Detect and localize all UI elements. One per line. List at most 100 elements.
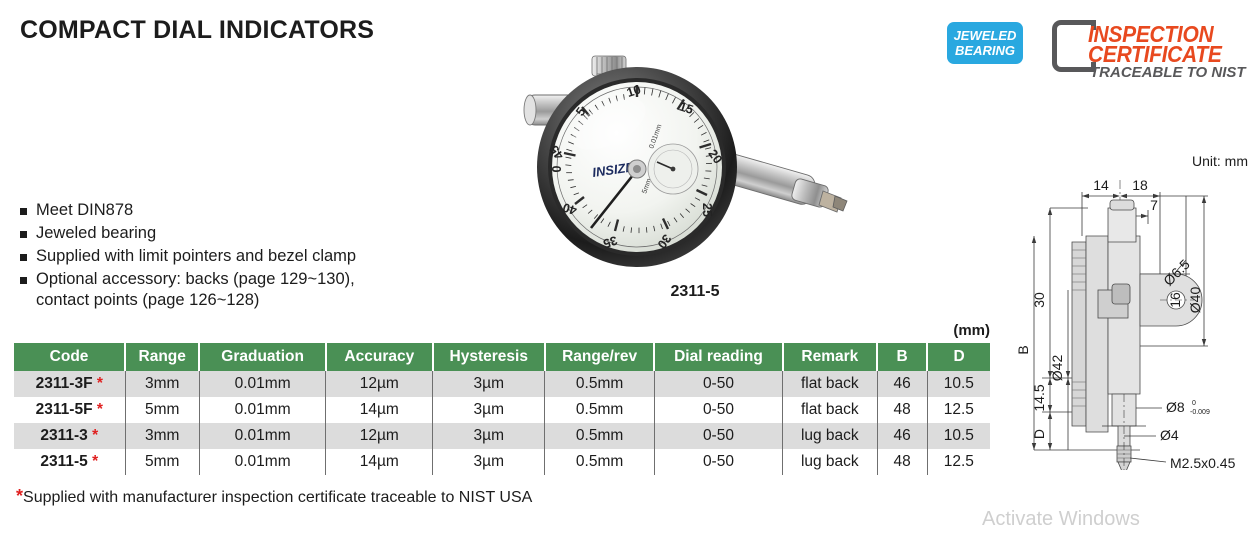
list-item: Supplied with limit pointers and bezel c… [20,246,376,267]
list-item: Jeweled bearing [20,223,376,244]
table-header-row: Code Range Graduation Accuracy Hysteresi… [14,343,990,371]
dimension-drawing: 14 18 7 30 Ø42 B 14.5 D Ø6.5 16 Ø40 Ø8 Ø… [1015,177,1236,480]
table-row: 2311-5 * 5mm 0.01mm 14µm 3µm 0.5mm 0-50 … [14,449,990,475]
svg-text:35: 35 [601,233,619,251]
column-header-dial-reading: Dial reading [654,343,784,371]
dim-14: 14 [1093,177,1109,193]
column-header-code: Code [14,343,127,371]
bullet-square-icon [20,208,27,215]
column-header-range-rev: Range/rev [544,343,656,371]
dim-dia42: Ø42 [1049,355,1065,382]
jeweled-badge-line2: BEARING [955,43,1015,58]
cell-d: 10.5 [927,371,990,397]
drawing-unit-label: Unit: mm [1192,153,1248,169]
table-row: 2311-3 * 3mm 0.01mm 12µm 3µm 0.5mm 0-50 … [14,423,990,449]
certificate-line2: CERTIFICATE [1088,42,1222,68]
technical-drawing: Unit: mm [990,150,1256,480]
feature-text: Optional accessory: backs (page 129~130)… [36,270,355,309]
cell-d: 12.5 [927,449,990,475]
certificate-line3: TRACEABLE TO NIST [1090,64,1246,81]
svg-text:15: 15 [677,99,695,117]
cell-remark: lug back [782,449,878,475]
revolution-counter [647,143,699,195]
dim-18: 18 [1132,177,1148,193]
table-row: 2311-3F * 3mm 0.01mm 12µm 3µm 0.5mm 0-50… [14,371,990,397]
cell-range: 5mm [125,397,200,423]
table-row: 2311-5F * 5mm 0.01mm 14µm 3µm 0.5mm 0-50… [14,397,990,423]
cell-graduation: 0.01mm [199,371,327,397]
cell-d: 10.5 [927,423,990,449]
brand-logo: INSIZE [591,159,635,180]
cell-b: 48 [877,397,928,423]
page-title: COMPACT DIAL INDICATORS [20,16,375,44]
cell-accuracy: 12µm [325,371,434,397]
bullet-square-icon [20,277,27,284]
list-item: Meet DIN878 [20,200,376,221]
dim-b: B [1015,345,1031,354]
activate-windows-watermark: Activate Windows [982,508,1140,530]
cell-graduation: 0.01mm [199,397,327,423]
dim-14-5: 14.5 [1031,384,1047,411]
dim-30: 30 [1031,292,1047,308]
cell-range-rev: 0.5mm [544,423,655,449]
cell-range-rev: 0.5mm [544,397,655,423]
column-header-accuracy: Accuracy [325,343,434,371]
jeweled-badge-line1: JEWELED [953,28,1017,43]
cell-code: 2311-5 * [14,449,126,475]
column-header-remark: Remark [782,343,879,371]
cell-b: 48 [877,449,928,475]
dim-d: D [1031,429,1047,439]
asterisk-marker: * [96,375,103,392]
asterisk-marker: * [96,401,103,418]
bullet-square-icon [20,254,27,261]
certificate-bracket-icon [1052,20,1096,72]
dim-dia8-tol-lower: -0.009 [1190,409,1210,416]
cell-dial-reading: 0-50 [654,371,784,397]
jeweled-bearing-badge: JEWELED BEARING [947,22,1023,64]
main-pointer [589,159,647,229]
list-item: Optional accessory: backs (page 129~130)… [20,269,376,311]
cell-hysteresis: 3µm [432,371,546,397]
cell-code: 2311-5F * [14,397,126,423]
bullet-square-icon [20,231,27,238]
column-header-range: Range [125,343,201,371]
column-header-b: B [877,343,929,371]
column-header-d: D [927,343,990,371]
cell-range: 3mm [125,371,200,397]
cell-range-rev: 0.5mm [544,449,655,475]
cell-range: 3mm [125,423,200,449]
product-photo-caption: 2311-5 [670,283,720,300]
specifications-table: Code Range Graduation Accuracy Hysteresi… [14,343,990,475]
cell-hysteresis: 3µm [432,423,546,449]
cell-remark: flat back [782,371,878,397]
cell-accuracy: 12µm [325,423,434,449]
feature-text: Meet DIN878 [36,201,134,219]
cell-code: 2311-3 * [14,423,126,449]
cell-code: 2311-3F * [14,371,126,397]
footnote-asterisk: * [16,486,24,506]
cell-graduation: 0.01mm [199,423,327,449]
cell-b: 46 [877,423,928,449]
cell-dial-reading: 0-50 [654,449,784,475]
dim-dia40: Ø40 [1187,287,1203,314]
svg-text:30: 30 [654,232,674,252]
asterisk-marker: * [92,453,99,470]
feature-text: Supplied with limit pointers and bezel c… [36,247,357,265]
cell-hysteresis: 3µm [432,397,546,423]
cell-remark: lug back [782,423,878,449]
dim-16: 16 [1167,292,1183,308]
dim-thread: M2.5x0.45 [1170,455,1236,470]
cell-accuracy: 14µm [325,397,434,423]
svg-text:25: 25 [700,203,714,217]
product-photo: 0 5 10 15 20 25 30 35 40 45 INSIZE 0.01m… [505,52,885,282]
feature-text: Jeweled bearing [36,224,157,242]
column-header-graduation: Graduation [199,343,327,371]
dim-dia8: Ø8 [1166,399,1185,415]
dial-indicator-illustration: 0 5 10 15 20 25 30 35 40 45 INSIZE 0.01m… [523,55,848,267]
svg-text:40: 40 [561,200,579,218]
certificate-line1: INSPECTION [1088,22,1214,48]
dim-dia4: Ø4 [1160,427,1179,443]
cell-accuracy: 14µm [325,449,434,475]
cell-dial-reading: 0-50 [654,397,784,423]
